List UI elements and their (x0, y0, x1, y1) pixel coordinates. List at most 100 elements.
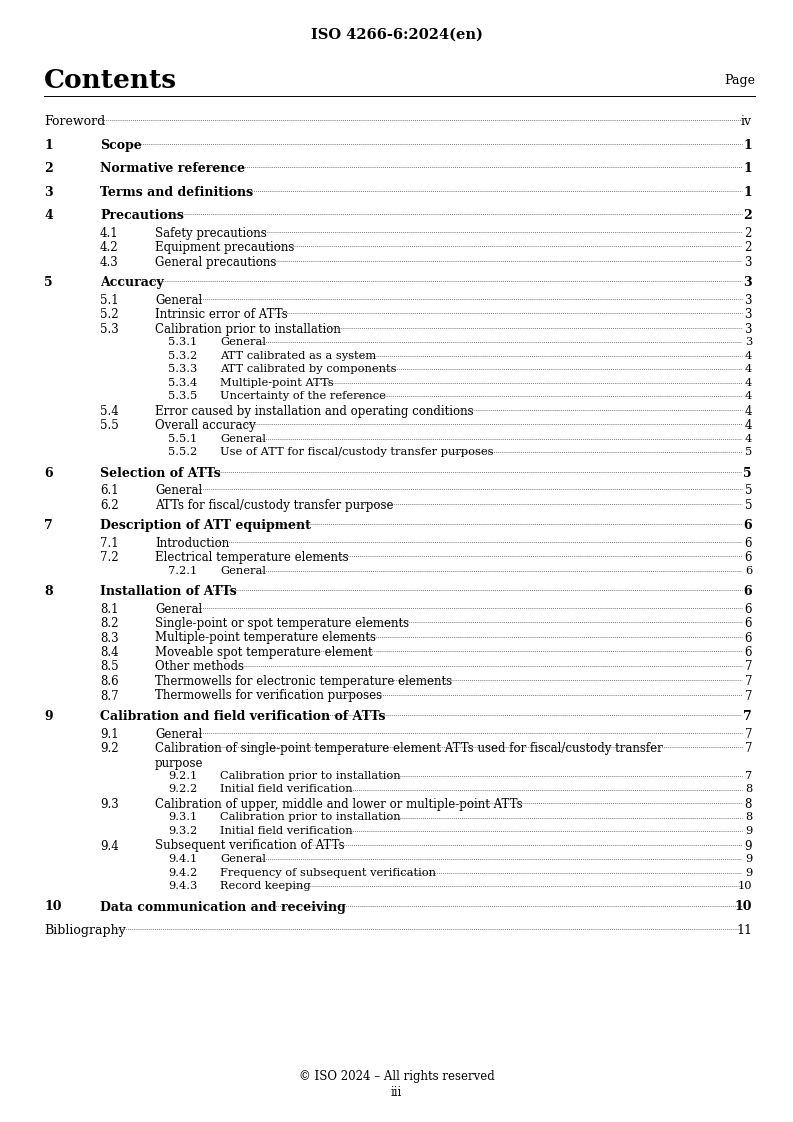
Text: 3: 3 (44, 185, 52, 199)
Text: Electrical temperature elements: Electrical temperature elements (155, 551, 349, 564)
Text: 4: 4 (745, 390, 752, 401)
Text: 7: 7 (745, 771, 752, 781)
Text: 3: 3 (745, 309, 752, 321)
Text: 7: 7 (44, 519, 53, 532)
Text: Calibration of upper, middle and lower or multiple-point ATTs: Calibration of upper, middle and lower o… (155, 798, 523, 811)
Text: General precautions: General precautions (155, 256, 277, 268)
Text: Safety precautions: Safety precautions (155, 227, 266, 239)
Text: iv: iv (741, 114, 752, 128)
Text: 5: 5 (745, 484, 752, 497)
Text: Uncertainty of the reference: Uncertainty of the reference (220, 390, 386, 401)
Text: 9: 9 (745, 839, 752, 853)
Text: 9.2: 9.2 (100, 742, 119, 755)
Text: 4: 4 (745, 377, 752, 387)
Text: 2: 2 (745, 241, 752, 254)
Text: 5.1: 5.1 (100, 294, 119, 306)
Text: Multiple-point ATTs: Multiple-point ATTs (220, 377, 334, 387)
Text: 5.4: 5.4 (100, 405, 119, 417)
Text: Calibration and field verification of ATTs: Calibration and field verification of AT… (100, 710, 385, 723)
Text: 6: 6 (745, 603, 752, 616)
Text: 6: 6 (745, 551, 752, 564)
Text: 2: 2 (44, 162, 53, 175)
Text: 6: 6 (743, 519, 752, 532)
Text: 4: 4 (745, 350, 752, 360)
Text: Introduction: Introduction (155, 536, 229, 550)
Text: Scope: Scope (100, 138, 142, 151)
Text: 7: 7 (745, 727, 752, 741)
Text: Thermowells for verification purposes: Thermowells for verification purposes (155, 690, 382, 702)
Text: Normative reference: Normative reference (100, 162, 245, 175)
Text: 1: 1 (743, 162, 752, 175)
Text: 4: 4 (745, 405, 752, 417)
Text: 9.3.1: 9.3.1 (168, 812, 197, 822)
Text: Initial field verification: Initial field verification (220, 826, 353, 836)
Text: 4.3: 4.3 (100, 256, 119, 268)
Text: Calibration prior to installation: Calibration prior to installation (220, 771, 400, 781)
Text: 8.4: 8.4 (100, 646, 119, 659)
Text: 1: 1 (743, 185, 752, 199)
Text: 9: 9 (745, 826, 752, 836)
Text: Installation of ATTs: Installation of ATTs (100, 585, 237, 598)
Text: Data communication and receiving: Data communication and receiving (100, 901, 346, 913)
Text: 7.2.1: 7.2.1 (168, 565, 197, 576)
Text: 5.3.1: 5.3.1 (168, 337, 197, 347)
Text: 8.1: 8.1 (100, 603, 118, 616)
Text: 5.5: 5.5 (100, 419, 119, 432)
Text: 6.1: 6.1 (100, 484, 119, 497)
Text: 8: 8 (745, 784, 752, 794)
Text: Thermowells for electronic temperature elements: Thermowells for electronic temperature e… (155, 675, 452, 688)
Text: 11: 11 (736, 925, 752, 937)
Text: 8: 8 (745, 798, 752, 811)
Text: 8: 8 (44, 585, 52, 598)
Text: Error caused by installation and operating conditions: Error caused by installation and operati… (155, 405, 473, 417)
Text: 10: 10 (44, 901, 62, 913)
Text: iii: iii (391, 1086, 402, 1100)
Text: 4: 4 (745, 419, 752, 432)
Text: Single-point or spot temperature elements: Single-point or spot temperature element… (155, 617, 409, 629)
Text: 1: 1 (44, 138, 53, 151)
Text: 6: 6 (745, 632, 752, 644)
Text: 5.5.1: 5.5.1 (168, 433, 197, 443)
Text: 6: 6 (745, 536, 752, 550)
Text: General: General (220, 565, 266, 576)
Text: 7.2: 7.2 (100, 551, 119, 564)
Text: Multiple-point temperature elements: Multiple-point temperature elements (155, 632, 376, 644)
Text: 8.3: 8.3 (100, 632, 119, 644)
Text: General: General (155, 727, 202, 741)
Text: 7: 7 (743, 710, 752, 723)
Text: 9: 9 (44, 710, 52, 723)
Text: General: General (220, 854, 266, 864)
Text: Use of ATT for fiscal/custody transfer purposes: Use of ATT for fiscal/custody transfer p… (220, 447, 493, 457)
Text: 5.3: 5.3 (100, 322, 119, 335)
Text: 5.5.2: 5.5.2 (168, 447, 197, 457)
Text: 7: 7 (745, 690, 752, 702)
Text: 9: 9 (745, 854, 752, 864)
Text: 6: 6 (745, 646, 752, 659)
Text: © ISO 2024 – All rights reserved: © ISO 2024 – All rights reserved (299, 1070, 494, 1083)
Text: 3: 3 (745, 337, 752, 347)
Text: Calibration prior to installation: Calibration prior to installation (220, 812, 400, 822)
Text: 9.1: 9.1 (100, 727, 119, 741)
Text: Foreword: Foreword (44, 114, 105, 128)
Text: 8.2: 8.2 (100, 617, 118, 629)
Text: Page: Page (724, 74, 755, 88)
Text: 3: 3 (745, 256, 752, 268)
Text: Bibliography: Bibliography (44, 925, 126, 937)
Text: 5: 5 (44, 276, 52, 289)
Text: 8.6: 8.6 (100, 675, 119, 688)
Text: 5.3.5: 5.3.5 (168, 390, 197, 401)
Text: Precautions: Precautions (100, 209, 184, 222)
Text: Initial field verification: Initial field verification (220, 784, 353, 794)
Text: Intrinsic error of ATTs: Intrinsic error of ATTs (155, 309, 288, 321)
Text: 9.4.1: 9.4.1 (168, 854, 197, 864)
Text: 6: 6 (743, 585, 752, 598)
Text: 5: 5 (745, 498, 752, 512)
Text: 5: 5 (745, 447, 752, 457)
Text: General: General (220, 433, 266, 443)
Text: 3: 3 (743, 276, 752, 289)
Text: ATT calibrated by components: ATT calibrated by components (220, 364, 396, 374)
Text: 8: 8 (745, 812, 752, 822)
Text: Calibration prior to installation: Calibration prior to installation (155, 322, 341, 335)
Text: 8.5: 8.5 (100, 661, 119, 673)
Text: General: General (155, 484, 202, 497)
